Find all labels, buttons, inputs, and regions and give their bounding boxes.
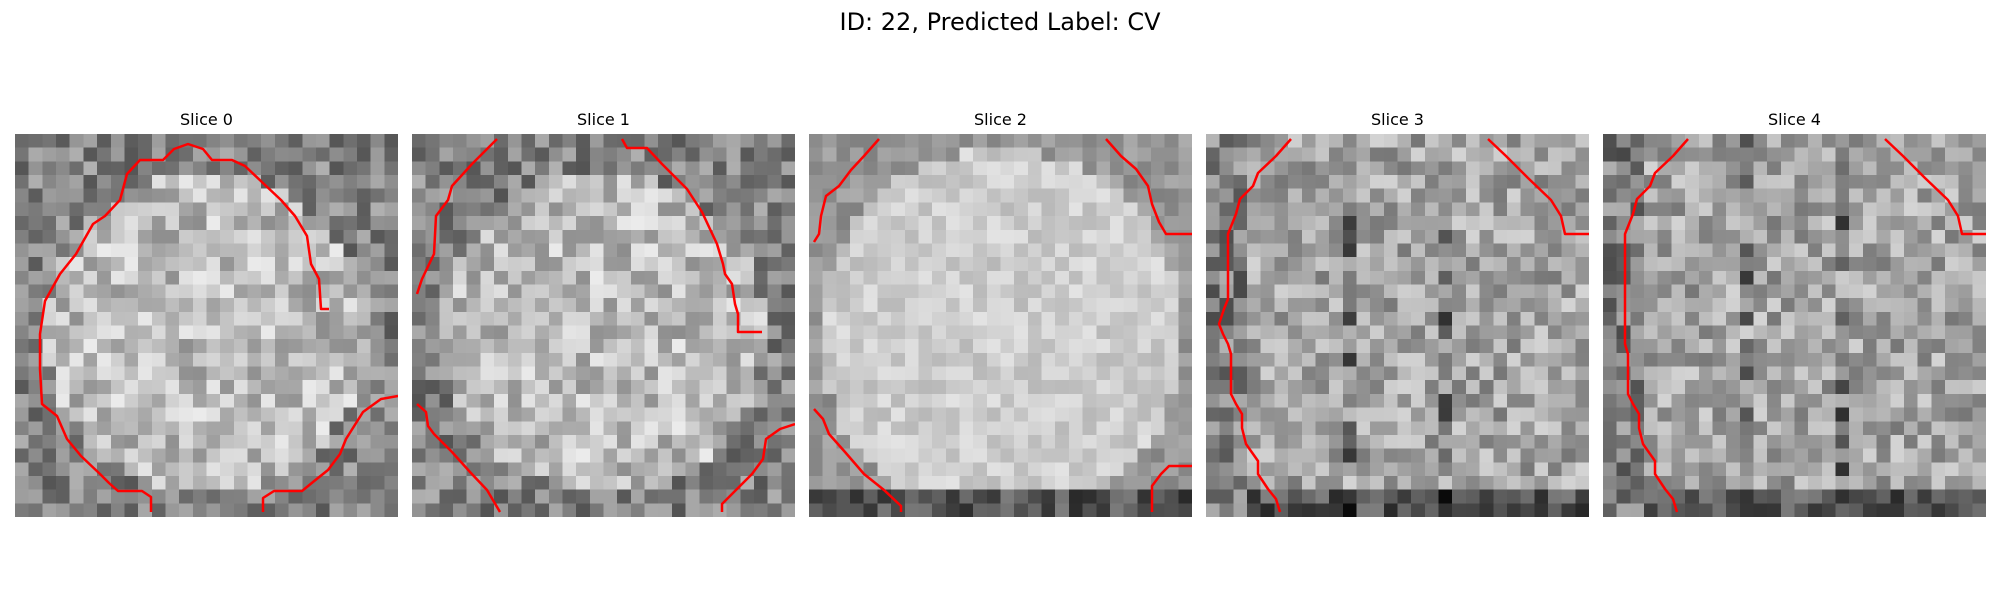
- contour-line: [1105, 138, 1192, 236]
- slice-image-2: [809, 134, 1192, 517]
- contour-line: [261, 394, 398, 512]
- contour-line: [813, 408, 903, 512]
- contour-line: [416, 403, 502, 513]
- contour-line: [1217, 138, 1292, 513]
- slice-image-3: [1206, 134, 1589, 517]
- contour-line: [38, 142, 329, 512]
- slice-title: Slice 2: [974, 110, 1027, 129]
- figure-title: ID: 22, Predicted Label: CV: [839, 8, 1161, 36]
- grayscale-pixels: [809, 134, 1192, 517]
- contour-line: [415, 138, 498, 295]
- slice-title: Slice 0: [180, 110, 233, 129]
- slice-image-1: [412, 134, 795, 517]
- contour-line: [620, 138, 762, 334]
- contour-line: [812, 138, 880, 243]
- contour-line: [1487, 138, 1589, 236]
- contour-line: [720, 422, 795, 512]
- grayscale-pixels: [15, 134, 398, 517]
- contour-line: [1150, 464, 1192, 512]
- slice-title: Slice 3: [1371, 110, 1424, 129]
- slice-image-4: [1603, 134, 1986, 517]
- contour-line: [1884, 138, 1986, 236]
- grayscale-pixels: [1603, 134, 1986, 517]
- contour-line: [1623, 138, 1689, 513]
- slice-title: Slice 1: [577, 110, 630, 129]
- grayscale-pixels: [412, 134, 795, 517]
- grayscale-pixels: [1206, 134, 1589, 517]
- slice-image-0: [15, 134, 398, 517]
- slice-title: Slice 4: [1768, 110, 1821, 129]
